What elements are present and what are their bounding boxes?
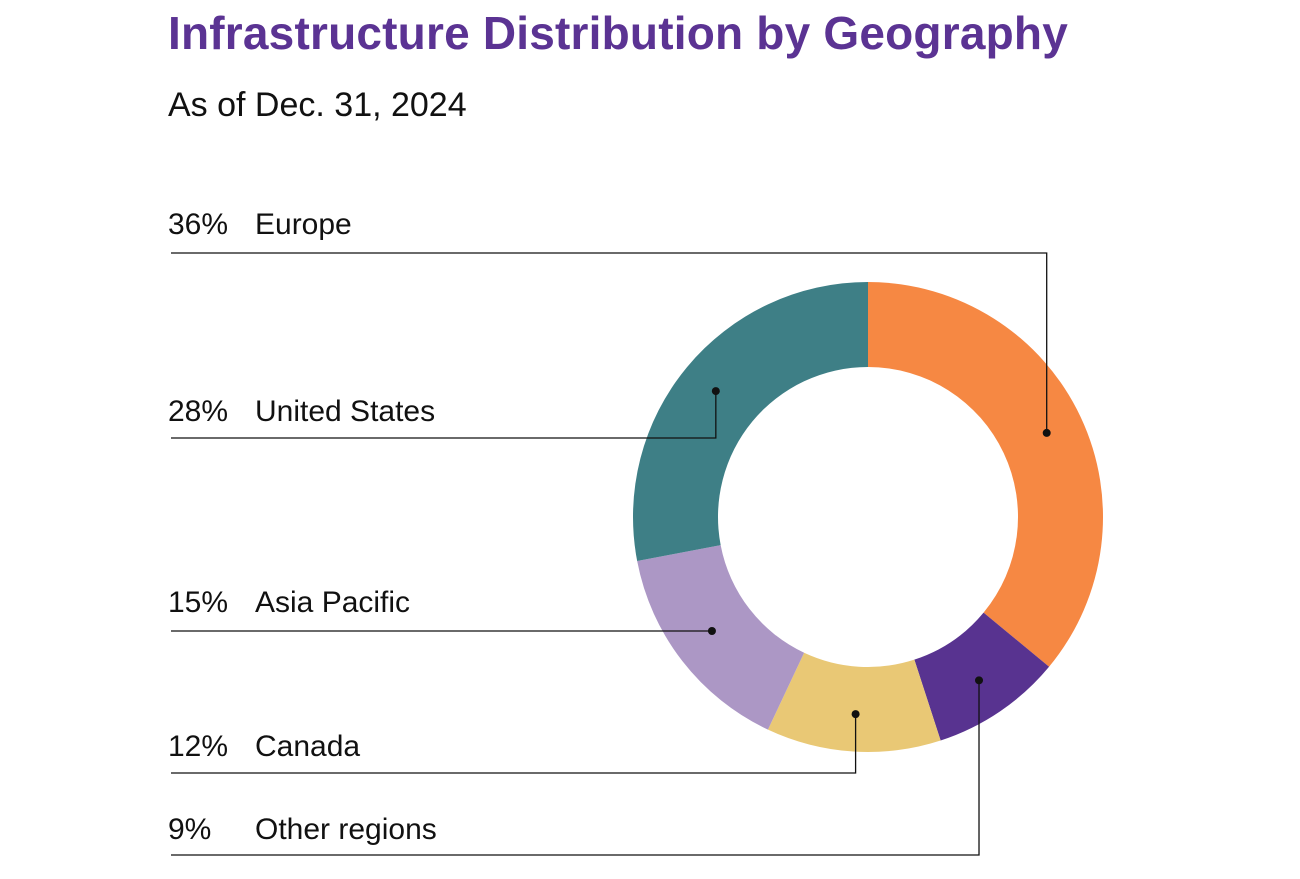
leader-line bbox=[171, 391, 717, 439]
category-label: Other regions bbox=[255, 813, 437, 846]
leader-dot bbox=[975, 676, 984, 685]
slice-other-regions bbox=[914, 612, 1050, 741]
leader-line bbox=[171, 680, 980, 856]
callout-europe: 36% Europe bbox=[168, 208, 1051, 437]
percent-label: 9% bbox=[168, 813, 211, 846]
callout-other-regions: 9% Other regions bbox=[168, 676, 984, 856]
callout-canada: 12% Canada bbox=[168, 710, 860, 774]
percent-label: 15% bbox=[168, 586, 228, 619]
category-label: United States bbox=[255, 395, 435, 428]
chart-title: Infrastructure Distribution by Geography bbox=[168, 7, 1068, 59]
callout-united-states: 28% United States bbox=[168, 387, 720, 439]
leader-dot bbox=[707, 627, 716, 635]
category-label: Asia Pacific bbox=[255, 586, 410, 619]
callout-asia-pacific: 15% Asia Pacific bbox=[168, 586, 716, 635]
category-label: Europe bbox=[255, 208, 352, 241]
leader-line bbox=[171, 252, 1048, 433]
percent-label: 12% bbox=[168, 730, 228, 763]
slice-asia-pacific bbox=[637, 545, 805, 730]
slice-canada bbox=[767, 652, 941, 752]
slice-europe bbox=[868, 282, 1103, 667]
slice-united-states bbox=[632, 282, 868, 562]
percent-label: 36% bbox=[168, 208, 228, 241]
donut-slices bbox=[632, 282, 1103, 752]
category-label: Canada bbox=[255, 730, 360, 763]
leader-dot bbox=[1042, 428, 1051, 437]
leader-dot bbox=[851, 710, 860, 719]
leader-line bbox=[171, 714, 857, 774]
callouts: 36% Europe 28% United States 15% Asia Pacific… bbox=[168, 208, 1051, 856]
leader-dot bbox=[711, 387, 720, 396]
percent-label: 28% bbox=[168, 395, 228, 428]
chart-subtitle: As of Dec. 31, 2024 bbox=[168, 86, 467, 124]
